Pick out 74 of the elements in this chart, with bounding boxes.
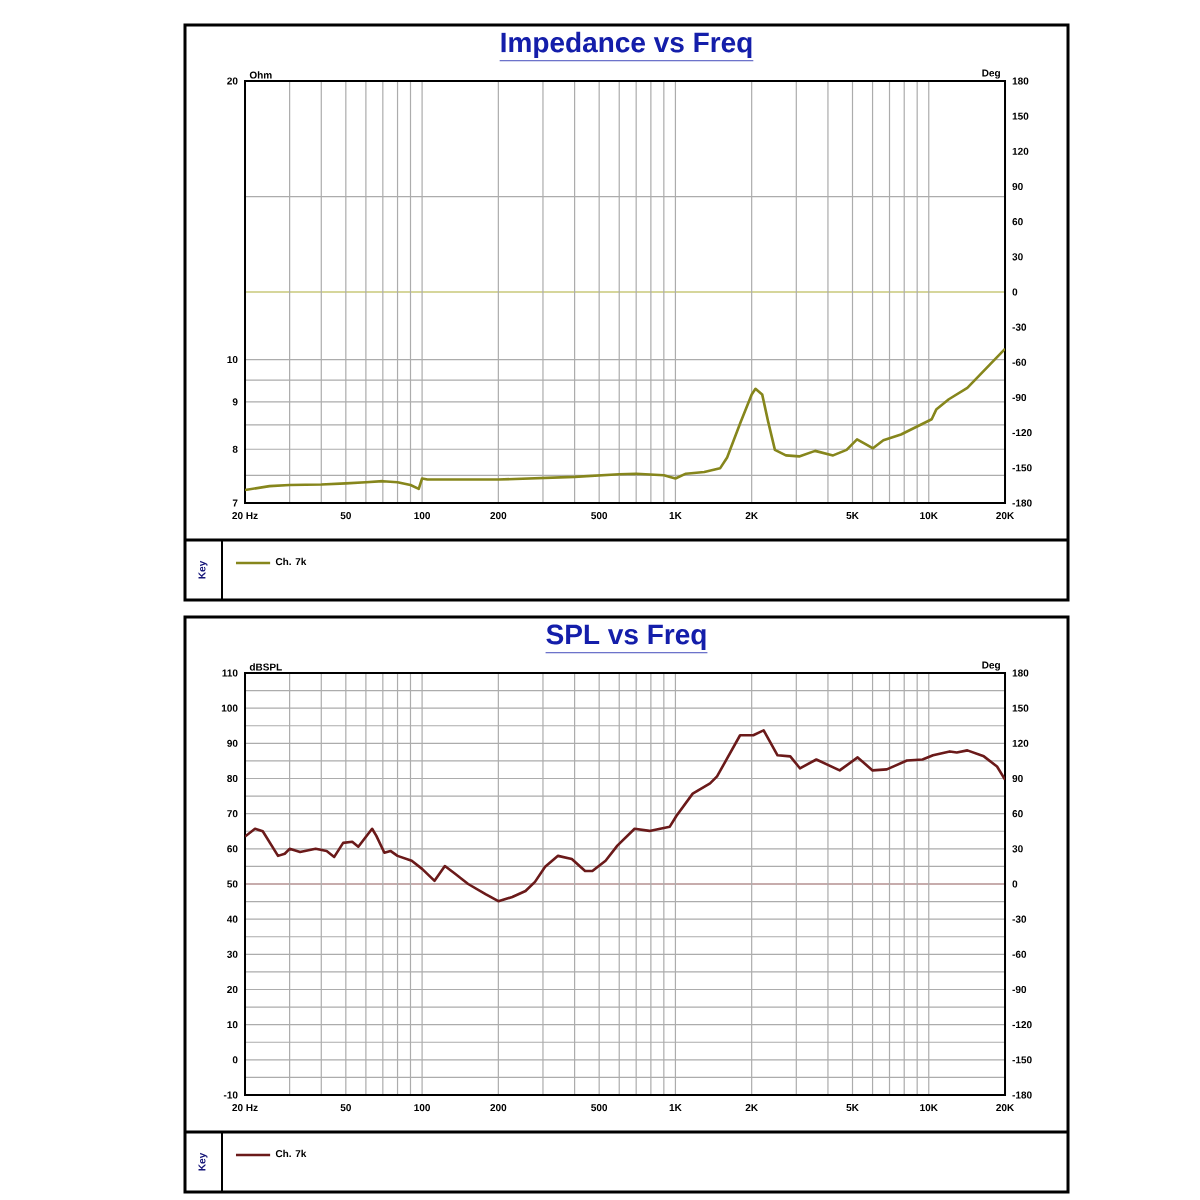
y2-tick-label: 0: [1012, 880, 1018, 888]
y-tick-label: 0: [232, 1056, 238, 1064]
y-tick-label: 20: [227, 985, 238, 994]
x-tick-label: 50: [340, 1104, 351, 1112]
y-axis-title: dBSPL: [249, 663, 282, 671]
y2-axis-title: Deg: [982, 69, 1000, 79]
y2-tick-label: 30: [1012, 845, 1023, 853]
y-tick-label: 110: [222, 669, 238, 677]
x-tick-label: 1K: [669, 512, 682, 519]
legend-title: Key: [198, 1152, 208, 1171]
legend-label: Ch. 7k: [275, 1149, 307, 1158]
x-tick-label: 100: [414, 1104, 431, 1112]
y-tick-label: 8: [232, 445, 238, 453]
y-tick-label: 30: [227, 950, 238, 958]
x-tick-label: 10K: [920, 512, 938, 520]
y2-tick-label: 60: [1012, 218, 1023, 226]
y2-tick-label: -60: [1012, 358, 1027, 366]
x-tick-label: 1K: [669, 1104, 682, 1111]
x-tick-label: 5K: [846, 512, 859, 520]
y-axis-title: Ohm: [249, 71, 272, 79]
y2-tick-label: -120: [1012, 429, 1032, 437]
y2-tick-label: 0: [1012, 288, 1018, 296]
x-tick-label: 50: [340, 512, 351, 520]
legend-label: Ch. 7k: [275, 557, 307, 566]
y-tick-label: 100: [221, 704, 238, 712]
y-tick-label: 20: [227, 77, 238, 85]
legend-title: Key: [198, 560, 208, 579]
x-tick-label: 500: [591, 512, 608, 520]
y2-tick-label: 90: [1012, 774, 1023, 783]
y2-tick-label: -120: [1012, 1021, 1032, 1029]
x-tick-label: 20K: [996, 512, 1015, 520]
y2-tick-label: -30: [1012, 915, 1027, 923]
y-tick-label: 50: [227, 880, 238, 888]
y2-tick-label: -30: [1012, 323, 1027, 331]
y2-tick-label: 150: [1012, 704, 1029, 712]
x-tick-label: 2K: [745, 512, 758, 520]
y-tick-label: 9: [232, 398, 238, 406]
x-tick-label: 5K: [846, 1104, 859, 1112]
x-tick-label: 20 Hz: [232, 1104, 258, 1112]
x-tick-label: 20 Hz: [232, 512, 258, 520]
y-tick-label: 7: [232, 499, 238, 507]
x-tick-label: 20K: [996, 1104, 1015, 1112]
y-tick-label: 10: [227, 356, 238, 364]
y2-tick-label: -60: [1012, 950, 1027, 958]
y-tick-label: 60: [227, 845, 238, 853]
y2-tick-label: 120: [1012, 739, 1029, 747]
y2-tick-label: -90: [1012, 985, 1027, 994]
y2-tick-label: -150: [1012, 1056, 1032, 1064]
y2-tick-label: 60: [1012, 810, 1023, 818]
y-tick-label: 80: [227, 774, 238, 783]
x-tick-label: 2K: [745, 1104, 758, 1112]
y2-tick-label: 180: [1012, 77, 1029, 85]
y2-tick-label: -90: [1012, 393, 1027, 402]
chart-title: SPL vs Freq: [546, 624, 706, 650]
y2-tick-label: -150: [1012, 464, 1032, 472]
x-tick-label: 500: [591, 1104, 608, 1112]
y2-tick-label: 30: [1012, 253, 1023, 261]
x-tick-label: 200: [490, 512, 507, 520]
y-tick-label: 10: [227, 1021, 238, 1029]
y2-tick-label: -180: [1012, 1091, 1032, 1099]
y-tick-label: -10: [223, 1091, 238, 1099]
y2-tick-label: 180: [1012, 669, 1029, 677]
y-tick-label: 90: [227, 739, 238, 747]
x-tick-label: 200: [490, 1104, 507, 1112]
x-tick-label: 10K: [920, 1104, 938, 1112]
y2-tick-label: -180: [1012, 499, 1032, 507]
y-tick-label: 40: [226, 915, 238, 923]
x-tick-label: 100: [414, 512, 431, 520]
y-tick-label: 70: [227, 810, 238, 818]
y2-axis-title: Deg: [982, 661, 1000, 671]
chart-title: Impedance vs Freq: [501, 31, 752, 58]
y2-tick-label: 150: [1012, 112, 1029, 120]
y2-tick-label: 90: [1012, 182, 1023, 191]
y2-tick-label: 120: [1012, 147, 1029, 155]
